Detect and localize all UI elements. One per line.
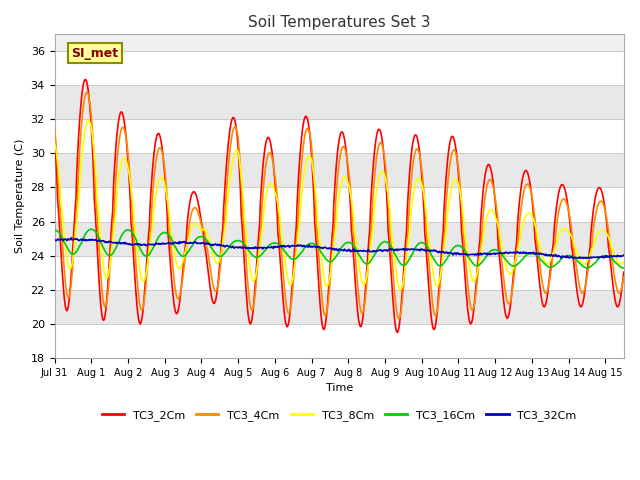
TC3_2Cm [225,142,232,147]
TC3_16Cm [583,265,591,271]
TC3_32Cm [595,255,602,261]
X-axis label: Time: Time [326,383,353,393]
TC3_32Cm [583,255,591,261]
TC3_32Cm [67,235,75,240]
TC3_4Cm [225,165,232,171]
Bar [54,256,624,290]
TC3_2Cm [575,301,583,307]
TC3_32Cm [175,239,183,245]
Line: TC3_2Cm: TC3_2Cm [54,79,624,333]
Title: Soil Temperatures Set 3: Soil Temperatures Set 3 [248,15,430,30]
TC3_16Cm [175,251,183,256]
TC3_16Cm [88,227,95,232]
TC3_8Cm [595,230,602,236]
TC3_4Cm [339,144,347,150]
TC3_4Cm [620,274,628,280]
TC3_2Cm [620,269,628,275]
TC3_4Cm [83,89,90,95]
TC3_32Cm [339,247,347,253]
TC3_4Cm [51,126,58,132]
TC3_8Cm [51,140,58,146]
Legend: TC3_2Cm, TC3_4Cm, TC3_8Cm, TC3_16Cm, TC3_32Cm: TC3_2Cm, TC3_4Cm, TC3_8Cm, TC3_16Cm, TC3… [97,406,581,425]
TC3_16Cm [575,259,582,265]
TC3_32Cm [51,238,58,243]
TC3_8Cm [482,217,490,223]
TC3_32Cm [575,255,582,261]
TC3_4Cm [395,316,403,322]
Bar [54,188,624,222]
Bar [54,119,624,153]
Bar [54,85,624,119]
TC3_2Cm [81,76,89,82]
TC3_4Cm [175,295,183,300]
Bar [54,222,624,256]
TC3_4Cm [575,283,583,288]
TC3_8Cm [339,175,347,181]
Line: TC3_32Cm: TC3_32Cm [54,238,624,258]
TC3_16Cm [339,243,347,249]
Bar [54,324,624,358]
TC3_32Cm [481,251,489,257]
Line: TC3_4Cm: TC3_4Cm [54,92,624,319]
TC3_8Cm [84,118,92,123]
TC3_8Cm [225,192,232,198]
TC3_2Cm [175,302,183,308]
Line: TC3_16Cm: TC3_16Cm [54,229,624,268]
TC3_8Cm [397,287,404,293]
TC3_8Cm [575,255,583,261]
TC3_16Cm [51,227,58,233]
TC3_8Cm [175,266,183,272]
TC3_8Cm [620,259,628,264]
TC3_16Cm [481,255,489,261]
TC3_4Cm [595,201,602,206]
Bar [54,290,624,324]
TC3_4Cm [482,188,490,194]
TC3_2Cm [595,185,602,191]
TC3_2Cm [51,134,58,140]
Text: SI_met: SI_met [72,47,119,60]
TC3_2Cm [339,130,347,136]
Bar [54,51,624,85]
TC3_16Cm [595,256,602,262]
TC3_16Cm [620,265,628,271]
TC3_2Cm [482,167,490,173]
Y-axis label: Soil Temperature (C): Soil Temperature (C) [15,139,25,253]
Line: TC3_8Cm: TC3_8Cm [54,120,624,290]
TC3_2Cm [394,330,401,336]
TC3_32Cm [225,243,232,249]
Bar [54,153,624,188]
TC3_32Cm [620,252,628,258]
TC3_16Cm [225,246,232,252]
